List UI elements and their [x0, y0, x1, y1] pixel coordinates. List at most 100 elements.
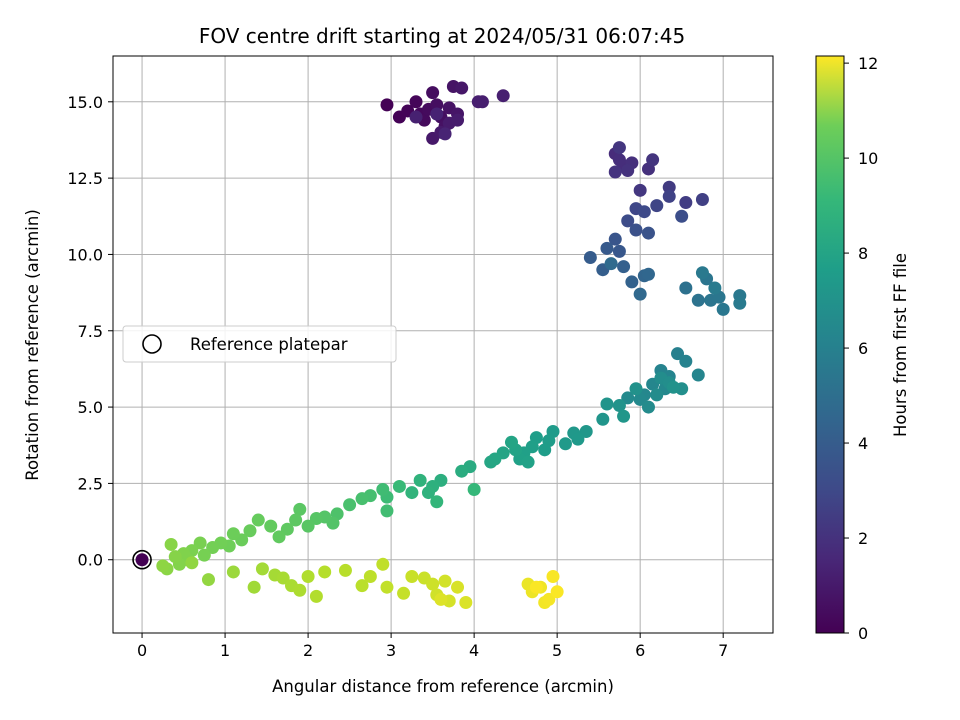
data-point	[459, 595, 473, 609]
data-point	[455, 81, 469, 95]
data-point	[421, 486, 435, 500]
data-point	[451, 580, 465, 594]
colorbar-tick-label: 8	[858, 244, 868, 263]
data-point	[438, 127, 452, 141]
data-point	[206, 541, 220, 555]
data-point	[612, 399, 626, 413]
colorbar-tick-label: 4	[858, 434, 868, 453]
colorbar-tick-label: 12	[858, 54, 878, 73]
data-point	[691, 368, 705, 382]
data-point	[662, 189, 676, 203]
data-point	[168, 550, 182, 564]
data-point	[338, 563, 352, 577]
data-point	[405, 570, 419, 584]
data-point	[633, 183, 647, 197]
data-point	[255, 562, 269, 576]
data-point	[675, 209, 689, 223]
data-point	[409, 95, 423, 109]
data-point	[430, 107, 444, 121]
data-point	[380, 504, 394, 518]
data-point	[264, 519, 278, 533]
data-point	[301, 570, 315, 584]
data-point	[293, 502, 307, 516]
data-point	[197, 548, 211, 562]
data-point	[716, 302, 730, 316]
data-point	[392, 479, 406, 493]
legend-marker	[142, 334, 162, 354]
y-axis-title: Rotation from reference (arcmin)	[23, 209, 42, 481]
data-point	[604, 257, 618, 271]
data-point	[633, 287, 647, 301]
data-point	[405, 486, 419, 500]
data-point	[621, 391, 635, 405]
data-point	[579, 425, 593, 439]
x-axis-ticks: 0 1 2 3 4 5 6 7	[137, 633, 728, 660]
x-tick-label: 6	[635, 641, 645, 660]
data-point	[612, 141, 626, 155]
data-point	[612, 244, 626, 258]
data-point	[542, 592, 556, 606]
data-point	[641, 267, 655, 281]
data-point	[583, 250, 597, 264]
y-tick-label: 2.5	[78, 474, 103, 493]
colorbar-ticks: 0 2 4 6 8 10 12	[844, 54, 878, 643]
data-point	[301, 519, 315, 533]
x-tick-label: 5	[552, 641, 562, 660]
data-point	[679, 196, 693, 210]
data-point	[617, 260, 631, 274]
data-point	[650, 388, 664, 402]
data-point	[438, 574, 452, 588]
data-point	[629, 223, 643, 237]
data-point	[650, 199, 664, 213]
data-point	[608, 232, 622, 246]
data-point	[529, 580, 543, 594]
data-point	[426, 86, 440, 100]
data-point	[413, 473, 427, 487]
data-point	[276, 571, 290, 585]
data-point	[475, 95, 489, 109]
data-point	[612, 153, 626, 167]
data-point	[521, 455, 535, 469]
data-point	[695, 192, 709, 206]
data-point	[247, 580, 261, 594]
x-tick-label: 1	[220, 641, 230, 660]
x-axis-title: Angular distance from reference (arcmin)	[272, 677, 614, 696]
y-tick-label: 7.5	[78, 322, 103, 341]
data-point	[164, 537, 178, 551]
data-point	[671, 347, 685, 361]
data-point	[637, 205, 651, 219]
x-tick-label: 7	[718, 641, 728, 660]
data-point	[733, 296, 747, 310]
data-point	[666, 380, 680, 394]
data-point	[546, 570, 560, 584]
data-point	[309, 512, 323, 526]
data-point	[708, 281, 722, 295]
data-point	[156, 559, 170, 573]
data-point	[193, 536, 207, 550]
data-point	[641, 226, 655, 240]
data-point	[376, 557, 390, 571]
y-tick-label: 10.0	[67, 245, 103, 264]
data-point	[280, 522, 294, 536]
data-point	[691, 293, 705, 307]
data-point	[451, 113, 465, 127]
data-point	[293, 583, 307, 597]
x-tick-label: 0	[137, 641, 147, 660]
data-points	[135, 80, 747, 609]
data-point	[467, 483, 481, 497]
data-point	[363, 570, 377, 584]
data-point	[504, 435, 518, 449]
data-point	[201, 573, 215, 587]
data-point	[430, 495, 444, 509]
data-point	[550, 585, 564, 599]
data-point	[355, 579, 369, 593]
plot-frame	[112, 55, 774, 634]
data-point	[380, 580, 394, 594]
data-point	[600, 241, 614, 255]
data-point	[571, 432, 585, 446]
data-point	[455, 464, 469, 478]
data-point	[243, 524, 257, 538]
data-point	[355, 492, 369, 506]
data-point	[641, 400, 655, 414]
colorbar-tick-label: 10	[858, 149, 878, 168]
